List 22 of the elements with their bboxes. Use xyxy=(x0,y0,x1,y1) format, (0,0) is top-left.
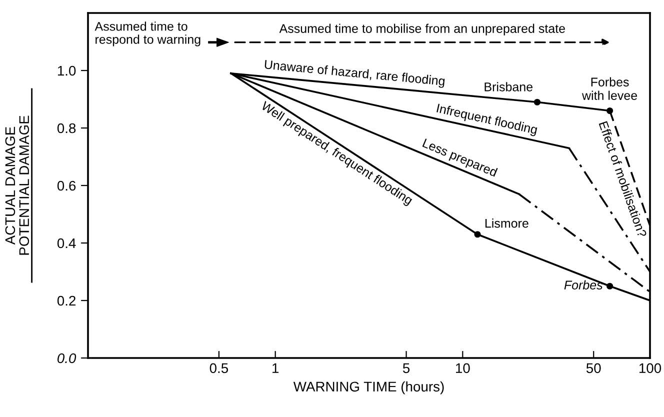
annotation: Forbes xyxy=(564,280,603,290)
text: Infrequent flooding xyxy=(436,103,538,137)
y-tick-label: 0.6 xyxy=(57,180,76,191)
annotation: Brisbane xyxy=(484,82,532,92)
annotation: Lismore xyxy=(485,218,528,228)
x-tick-label: 1 xyxy=(272,363,279,373)
y-tick-label: 1.0 xyxy=(58,66,76,76)
annotation: Assumed time to respond to warning xyxy=(94,22,200,46)
annotation: Assumed time to mobilise from an unprepared state xyxy=(279,24,565,36)
y-tick-label: 0.4 xyxy=(57,238,76,248)
annotation: Forbes with levee xyxy=(582,77,638,100)
y-tick-label: 0.0 xyxy=(57,353,76,364)
x-tick-label: 5 xyxy=(402,363,410,374)
x-tick-label: 0.5 xyxy=(210,363,228,374)
x-tick-label: 50 xyxy=(586,363,601,374)
x-axis-title: WARNING TIME (hours) xyxy=(293,381,444,394)
y-axis-title: ACTUAL DAMAGE POTENTIAL DAMAGE xyxy=(5,116,30,255)
text: Unaware of hazard, rare flooding xyxy=(264,60,445,88)
y-tick-label: 0.8 xyxy=(57,123,76,134)
y-tick-label: 0.2 xyxy=(57,296,76,306)
x-tick-label: 100 xyxy=(639,363,662,374)
x-tick-label: 10 xyxy=(456,363,470,374)
